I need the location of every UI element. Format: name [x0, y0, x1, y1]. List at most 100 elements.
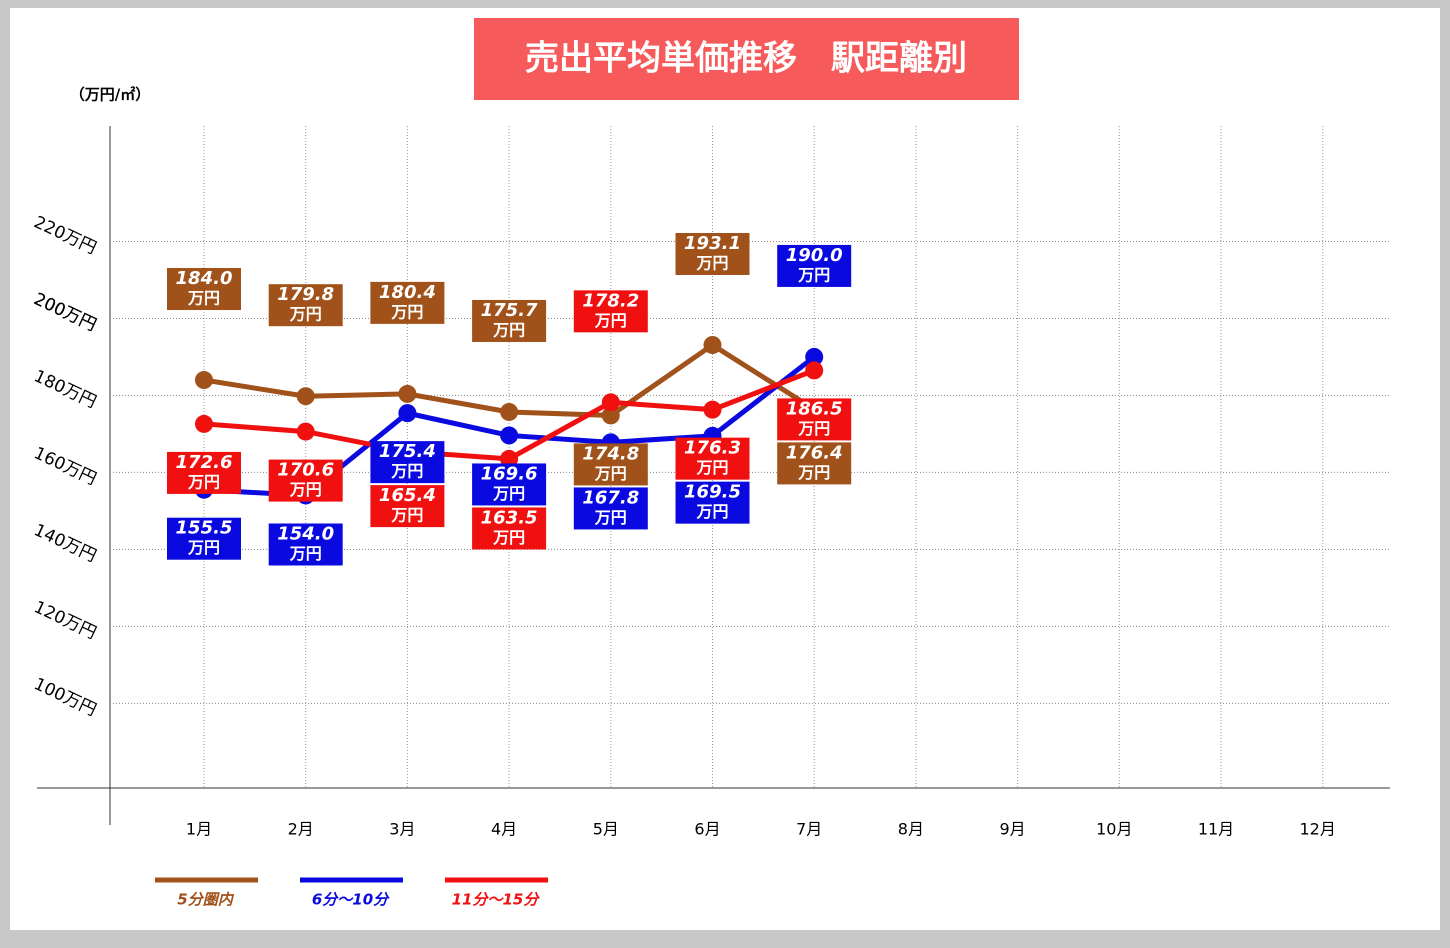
data-label-unit: 万円	[390, 506, 423, 525]
x-tick-label: 8月	[898, 820, 924, 839]
data-label-box	[268, 459, 343, 502]
data-point	[703, 400, 722, 419]
data-point	[601, 406, 620, 425]
legend-label: 11分～15分	[452, 891, 541, 909]
data-label-box	[472, 299, 547, 342]
data-label-box	[573, 443, 648, 486]
data-label-unit: 万円	[695, 502, 728, 521]
data-label-box	[472, 463, 547, 506]
data-point	[703, 335, 722, 354]
data-label: 170.6万円	[268, 459, 343, 502]
data-label-value: 154.0	[277, 523, 334, 544]
data-point	[398, 404, 417, 423]
x-tick-label: 6月	[694, 820, 720, 839]
data-label-value: 186.5	[786, 398, 843, 419]
data-label-unit: 万円	[797, 463, 830, 482]
data-label-value: 175.7	[481, 300, 538, 321]
y-axis-label: （万円/㎡）	[70, 86, 150, 104]
data-point	[296, 387, 315, 406]
data-label-value: 163.5	[481, 507, 538, 528]
data-point	[805, 347, 824, 366]
data-label-unit: 万円	[695, 458, 728, 477]
data-label-unit: 万円	[492, 484, 525, 503]
data-label-value: 180.4	[379, 282, 436, 303]
data-label: 184.0万円	[167, 268, 241, 311]
data-label-value: 175.4	[379, 441, 436, 462]
data-label: 172.6万円	[167, 451, 241, 494]
data-point	[195, 371, 213, 390]
data-label-unit: 万円	[289, 480, 322, 499]
data-label: 190.0万円	[777, 244, 852, 287]
data-point	[805, 361, 824, 380]
data-label-box	[675, 437, 750, 480]
data-point	[601, 393, 620, 412]
data-label-box	[268, 523, 343, 566]
data-label: 174.8万円	[573, 443, 648, 486]
data-label: 186.5万円	[777, 398, 852, 441]
data-label-value: 190.0	[786, 245, 843, 266]
x-tick-label: 5月	[593, 820, 619, 839]
data-label-unit: 万円	[390, 462, 423, 481]
data-label-unit: 万円	[289, 544, 322, 563]
data-point	[195, 414, 213, 433]
data-label-value: 193.1	[684, 233, 741, 254]
data-label-unit: 万円	[594, 464, 627, 483]
data-label: 163.5万円	[472, 507, 547, 550]
data-label-box	[167, 451, 241, 494]
legend-label: 5分圏内	[177, 891, 234, 909]
data-label: 165.4万円	[370, 485, 445, 528]
x-tick-label: 7月	[796, 820, 822, 839]
data-label-unit: 万円	[594, 508, 627, 527]
data-label-box	[573, 487, 648, 530]
data-label: 178.2万円	[573, 290, 648, 333]
data-label-value: 176.3	[684, 438, 741, 459]
data-label-value: 165.4	[379, 485, 436, 506]
data-label-unit: 万円	[492, 320, 525, 339]
data-label-box	[268, 284, 343, 327]
data-label-unit: 万円	[797, 265, 830, 284]
legend-label: 6分～10分	[312, 891, 390, 909]
data-label-box	[675, 481, 750, 524]
data-label-box	[573, 290, 648, 333]
data-label-unit: 万円	[390, 302, 423, 321]
data-label-value: 178.2	[582, 290, 639, 311]
data-label-value: 170.6	[277, 460, 334, 481]
data-label: 179.8万円	[268, 284, 343, 327]
data-label: 167.8万円	[573, 487, 648, 530]
data-label: 175.4万円	[370, 441, 445, 484]
data-label-unit: 万円	[695, 253, 728, 272]
data-label-box	[167, 268, 241, 311]
data-label-value: 172.6	[176, 452, 233, 473]
data-label: 169.6万円	[472, 463, 547, 506]
data-label-unit: 万円	[492, 528, 525, 547]
data-label: 154.0万円	[268, 523, 343, 566]
data-label: 169.5万円	[675, 481, 750, 524]
data-label-value: 174.8	[582, 443, 639, 464]
data-label-box	[370, 485, 445, 528]
data-label: 176.4万円	[777, 442, 852, 485]
title-box	[474, 18, 1019, 100]
data-label-value: 184.0	[176, 268, 233, 289]
data-label-unit: 万円	[187, 289, 220, 308]
data-label-box	[777, 442, 852, 485]
data-label-box	[472, 507, 547, 550]
data-label-box	[167, 517, 241, 560]
data-point	[296, 422, 315, 441]
data-point	[500, 402, 519, 421]
data-point	[500, 449, 519, 468]
x-tick-label: 10月	[1096, 820, 1132, 839]
chart-title: 売出平均単価推移 駅距離別	[525, 39, 967, 79]
data-label-unit: 万円	[797, 419, 830, 438]
data-label-box	[675, 232, 750, 275]
data-label-unit: 万円	[187, 538, 220, 557]
data-label: 155.5万円	[167, 517, 241, 560]
data-label-unit: 万円	[594, 311, 627, 330]
x-tick-label: 11月	[1198, 820, 1234, 839]
data-label-value: 167.8	[582, 487, 639, 508]
data-label: 175.7万円	[472, 299, 547, 342]
data-label-unit: 万円	[289, 305, 322, 324]
data-label: 193.1万円	[675, 232, 750, 275]
x-tick-label: 3月	[389, 820, 415, 839]
data-label-value: 169.6	[481, 463, 538, 484]
